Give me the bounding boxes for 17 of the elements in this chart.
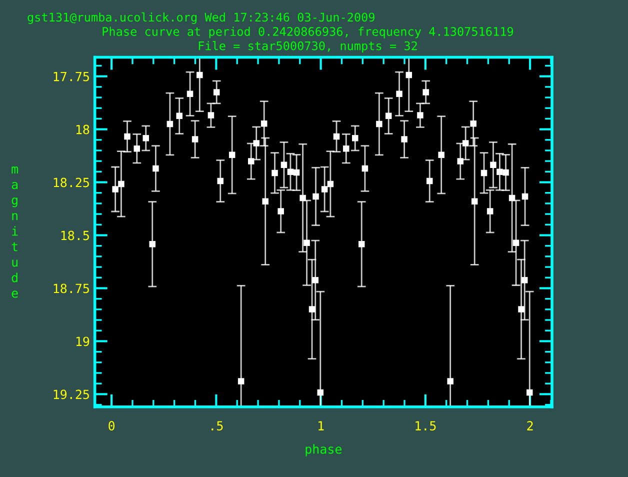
x-tick-label: 1.5 (416, 421, 436, 431)
chart-title: Phase curve at period 0.2420866936, frequency 4.1307516119 (102, 26, 514, 38)
x-tick-label: 2 (527, 421, 533, 430)
y-tick-label: 18.25 (54, 178, 89, 188)
x-tick-label: 0 (108, 421, 115, 431)
x-tick-label: .5 (212, 421, 223, 431)
text: gst131@rumba.ucolick.org Wed 17:23:46 03-Jun-2009 (28, 12, 374, 24)
x-tick-label: 1 (318, 421, 324, 430)
text: magnitude (12, 166, 18, 298)
y-tick-label: 19 (76, 336, 90, 346)
y-tick-label: 19.25 (54, 390, 89, 400)
y-tick-label: 18.75 (54, 284, 89, 294)
x-axis-title: phase (306, 444, 342, 456)
chart-subtitle: File = star5000730, numpts = 32 (198, 41, 417, 53)
y-tick-label: 18 (76, 124, 90, 134)
y-tick-label: 17.75 (54, 72, 89, 82)
y-tick-label: 18.5 (61, 230, 89, 240)
